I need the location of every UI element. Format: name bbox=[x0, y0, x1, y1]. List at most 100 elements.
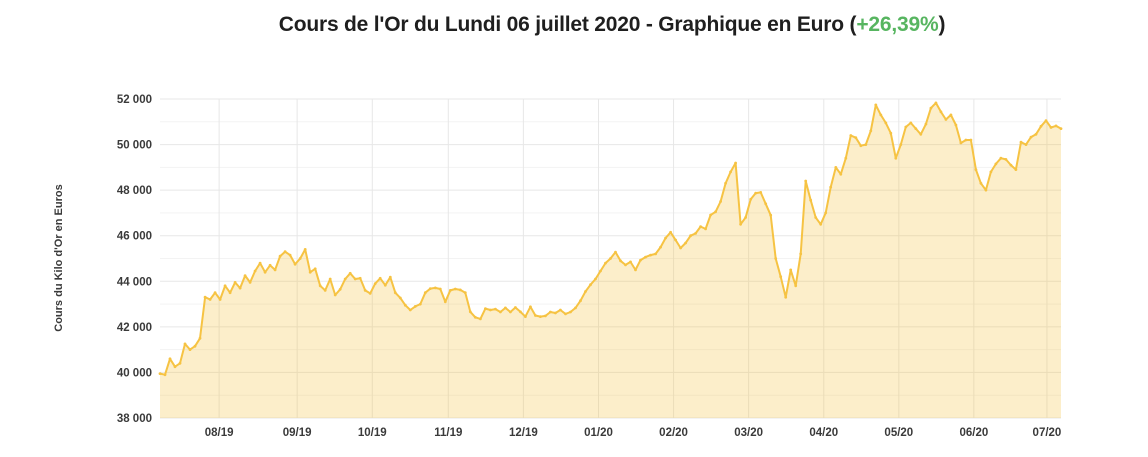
data-point-marker bbox=[609, 257, 612, 260]
data-point-marker bbox=[529, 305, 532, 309]
data-point-marker bbox=[694, 232, 697, 235]
data-point-marker bbox=[944, 118, 948, 121]
data-point-marker bbox=[924, 122, 928, 126]
data-point-marker bbox=[1044, 119, 1048, 122]
data-point-marker bbox=[1054, 124, 1058, 128]
data-point-marker bbox=[393, 291, 397, 295]
data-point-marker bbox=[403, 303, 407, 307]
data-point-marker bbox=[904, 125, 908, 129]
data-point-marker bbox=[994, 162, 998, 166]
data-point-marker bbox=[884, 121, 888, 125]
data-point-marker bbox=[664, 236, 667, 240]
data-point-marker bbox=[188, 348, 192, 351]
data-point-marker bbox=[318, 284, 322, 288]
data-point-marker bbox=[173, 365, 177, 369]
data-point-marker bbox=[709, 213, 712, 217]
data-point-marker bbox=[348, 271, 352, 275]
data-point-marker bbox=[293, 262, 297, 266]
data-point-marker bbox=[328, 277, 332, 281]
data-point-marker bbox=[368, 292, 372, 295]
data-point-marker bbox=[964, 138, 968, 142]
data-point-marker bbox=[734, 161, 737, 165]
data-point-marker bbox=[213, 291, 217, 295]
data-point-marker bbox=[644, 255, 647, 259]
data-point-marker bbox=[534, 314, 537, 317]
data-point-marker bbox=[1059, 127, 1063, 130]
data-point-marker bbox=[484, 307, 487, 310]
data-point-marker bbox=[899, 143, 903, 147]
data-point-marker bbox=[599, 269, 602, 273]
data-point-marker bbox=[303, 248, 307, 251]
y-tick-label: 42 000 bbox=[117, 322, 152, 334]
y-tick-label: 50 000 bbox=[117, 140, 152, 152]
data-point-marker bbox=[223, 284, 227, 288]
data-point-marker bbox=[559, 308, 562, 312]
x-tick-label: 03/20 bbox=[734, 427, 763, 439]
data-point-marker bbox=[639, 258, 642, 262]
chart-title-change-percent: +26,39% bbox=[856, 13, 939, 36]
data-point-marker bbox=[1034, 132, 1038, 136]
data-point-marker bbox=[864, 143, 868, 147]
data-point-marker bbox=[323, 289, 327, 292]
data-point-marker bbox=[448, 289, 452, 292]
chart-area-fill bbox=[160, 102, 1061, 419]
data-point-marker bbox=[744, 216, 747, 219]
data-point-marker bbox=[228, 291, 232, 295]
y-tick-label: 38 000 bbox=[117, 413, 152, 425]
data-point-marker bbox=[1024, 143, 1028, 147]
data-point-marker bbox=[949, 113, 953, 117]
x-tick-label: 04/20 bbox=[809, 427, 838, 439]
data-point-marker bbox=[453, 287, 457, 291]
data-point-marker bbox=[974, 168, 978, 172]
data-point-marker bbox=[433, 286, 437, 290]
data-point-marker bbox=[418, 302, 422, 306]
y-tick-label: 44 000 bbox=[117, 276, 152, 288]
data-point-marker bbox=[654, 252, 657, 256]
data-point-marker bbox=[919, 132, 923, 136]
data-point-marker bbox=[178, 361, 182, 365]
data-point-marker bbox=[889, 131, 893, 135]
data-point-marker bbox=[934, 101, 938, 105]
data-point-marker bbox=[729, 170, 732, 174]
data-point-marker bbox=[524, 315, 527, 318]
data-point-marker bbox=[824, 211, 828, 215]
data-point-marker bbox=[288, 253, 292, 257]
data-point-marker bbox=[383, 283, 387, 287]
data-point-marker bbox=[674, 238, 677, 242]
data-point-marker bbox=[373, 282, 377, 285]
data-point-marker bbox=[378, 276, 382, 280]
data-point-marker bbox=[554, 311, 557, 315]
data-point-marker bbox=[679, 246, 682, 250]
data-point-marker bbox=[183, 342, 187, 346]
data-point-marker bbox=[168, 357, 172, 361]
data-point-marker bbox=[869, 129, 873, 133]
data-point-marker bbox=[263, 270, 267, 274]
data-point-marker bbox=[343, 277, 347, 281]
data-point-marker bbox=[704, 227, 707, 231]
x-tick-label: 01/20 bbox=[584, 427, 613, 439]
data-point-marker bbox=[874, 103, 878, 107]
data-point-marker bbox=[504, 306, 507, 310]
data-point-marker bbox=[604, 261, 607, 265]
data-point-marker bbox=[463, 291, 467, 295]
data-point-marker bbox=[549, 310, 552, 314]
data-point-marker bbox=[844, 156, 848, 160]
data-point-marker bbox=[569, 310, 572, 314]
y-tick-label: 46 000 bbox=[117, 231, 152, 243]
data-point-marker bbox=[243, 274, 247, 277]
x-tick-label: 06/20 bbox=[959, 427, 988, 439]
data-point-marker bbox=[479, 317, 482, 321]
data-point-marker bbox=[258, 261, 262, 265]
data-point-marker bbox=[398, 296, 402, 300]
data-point-marker bbox=[724, 181, 727, 185]
data-point-marker bbox=[939, 110, 943, 114]
data-point-marker bbox=[929, 106, 933, 110]
data-point-marker bbox=[789, 268, 793, 272]
data-point-marker bbox=[468, 310, 472, 314]
y-tick-label: 40 000 bbox=[117, 367, 152, 379]
chart-title-suffix: ) bbox=[938, 13, 946, 36]
chart-title: Cours de l'Or du Lundi 06 juillet 2020 -… bbox=[0, 13, 1148, 37]
data-point-marker bbox=[659, 245, 662, 249]
data-point-marker bbox=[619, 259, 622, 263]
